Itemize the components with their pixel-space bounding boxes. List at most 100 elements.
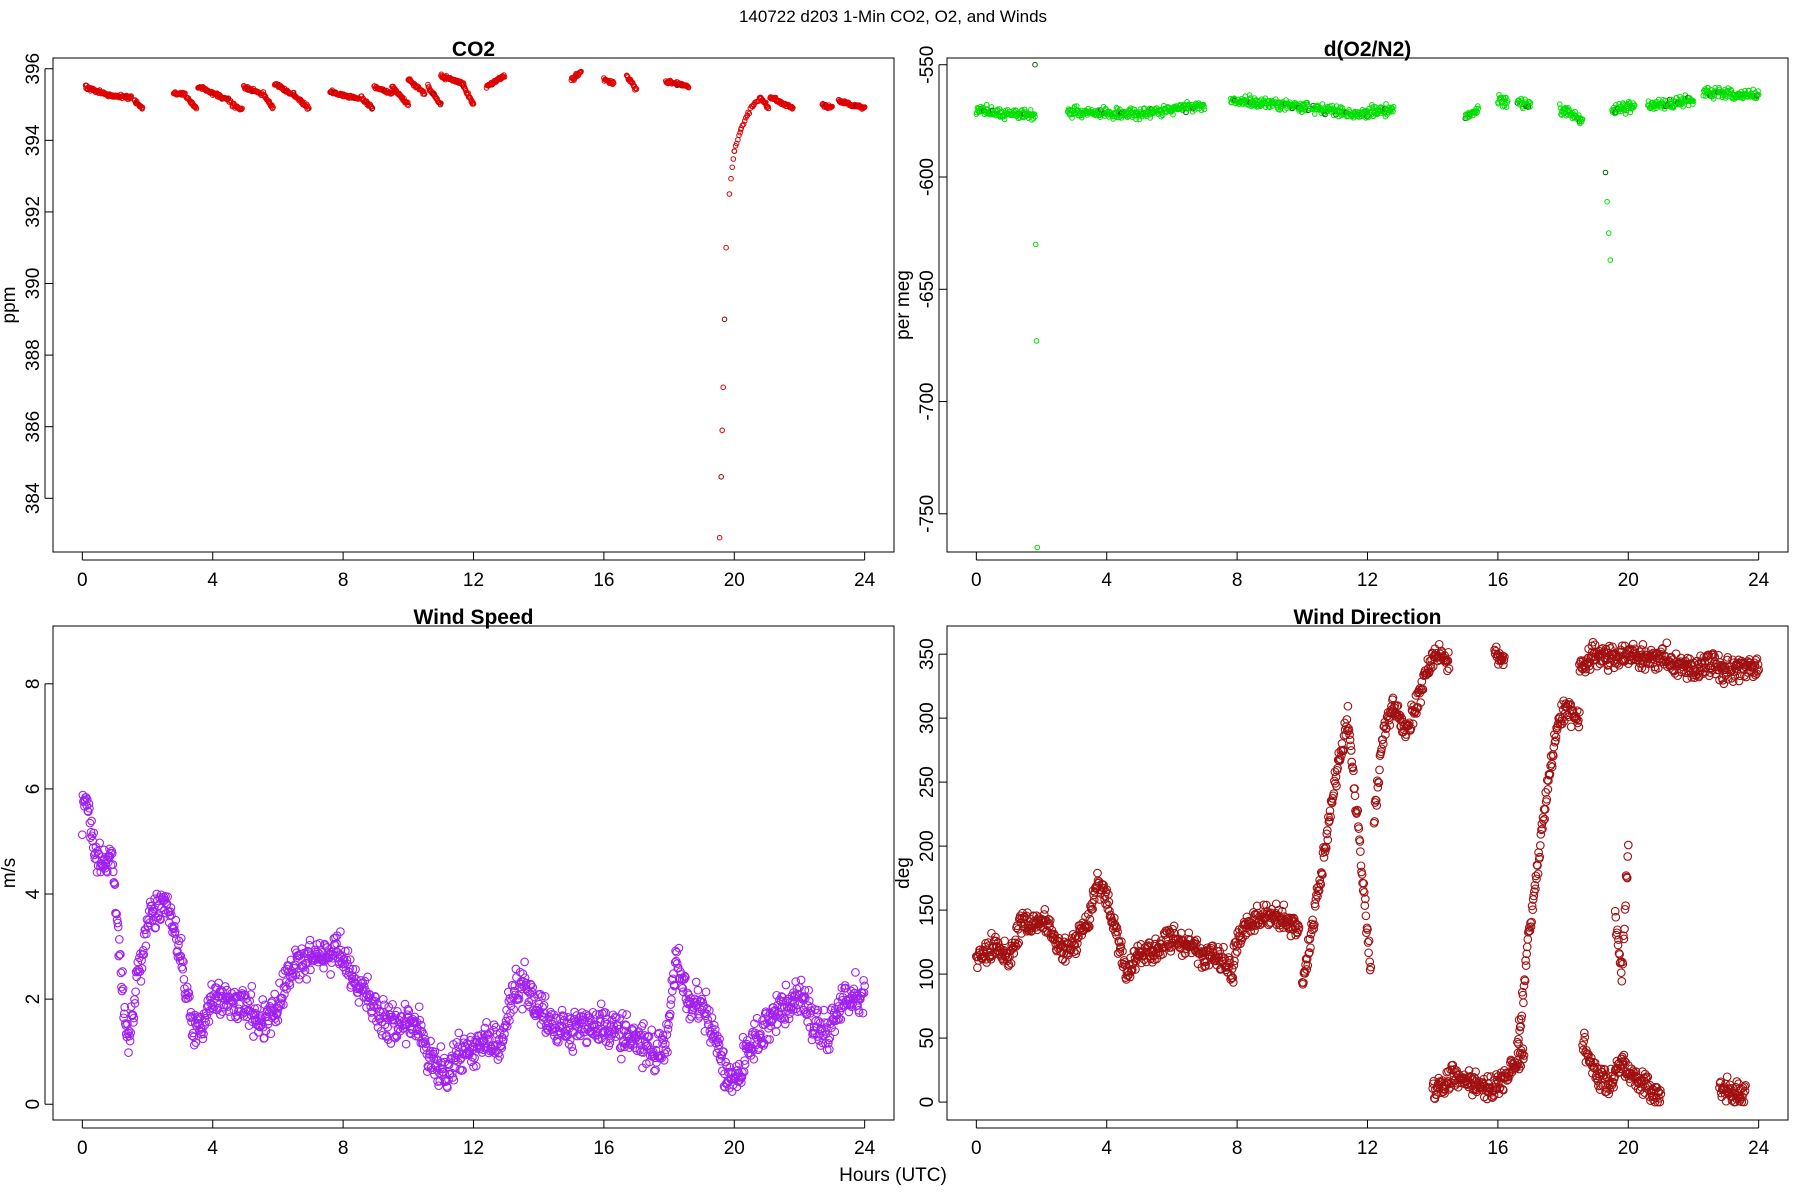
data-point [323,948,333,957]
y-tick-label: 388 [23,339,44,371]
x-tick-label: 0 [77,1138,88,1159]
data-point [737,1072,747,1082]
data-point [1319,101,1326,107]
y-tick-label: 2 [23,994,44,1005]
data-point [572,1031,582,1041]
data-point [189,1040,199,1050]
data-point [305,935,315,945]
data-point [345,955,355,964]
data-point [720,384,727,391]
x-tick-label: 4 [207,1138,218,1159]
data-point [1170,111,1176,118]
data-point [721,1057,730,1067]
o2n2-panel: d(O2/N2) per meg 0 4 8 12 16 20 24-550-600-650… [893,38,1789,591]
data-point [404,1006,414,1016]
data-point [1523,934,1533,944]
data-point [77,830,87,840]
data-point [1147,115,1153,121]
data-point [719,1047,728,1056]
data-point [108,867,118,877]
data-point [1245,99,1251,106]
data-point [1198,107,1205,114]
data-point [723,244,729,251]
data-point [730,156,737,162]
data-point [1527,100,1534,106]
y-tick-label: 394 [23,124,44,156]
data-point [501,74,508,80]
data-point [420,88,427,95]
data-point [598,1028,608,1038]
data-point [630,1043,640,1053]
data-point [740,121,747,128]
data-point [563,1030,573,1040]
data-point [622,1010,632,1019]
co2-panel-points [82,68,868,541]
data-point [1361,911,1371,921]
data-point [614,1024,623,1034]
data-point [568,1047,578,1056]
data-point [139,104,146,111]
data-point [659,1055,669,1065]
data-point [438,100,444,106]
y-tick-label: -600 [917,158,938,196]
o2n2-panel-title: d(O2/N2) [1324,38,1412,61]
data-point [218,1007,227,1017]
data-point [277,993,287,1003]
data-point [829,103,835,110]
data-point [749,1054,759,1064]
data-point [255,1022,265,1032]
data-point [118,984,128,994]
data-point [582,1037,592,1047]
data-point [524,997,534,1007]
data-point [270,989,280,999]
data-point [421,1039,431,1049]
figure-suptitle: 140722 d203 1-Min CO2, O2, and Winds [739,7,1047,26]
y-tick-label: -550 [917,46,938,84]
data-point [648,1047,658,1057]
data-point [117,986,127,996]
data-point [471,1061,481,1071]
y-tick-label: 396 [23,53,44,85]
data-point [176,951,186,961]
data-point [252,1003,262,1013]
data-point [1602,169,1609,176]
data-point [82,801,92,810]
data-point [1232,947,1242,956]
data-point [1093,868,1102,878]
data-point [527,987,537,997]
data-point [141,941,151,951]
data-point [790,105,796,111]
data-point [343,946,353,956]
data-point [110,880,120,889]
x-tick-label: 8 [1232,570,1243,591]
data-point [416,1020,426,1030]
data-point [567,1042,577,1052]
data-point [718,474,725,480]
data-point [1040,905,1050,914]
data-point [1032,241,1039,248]
data-point [421,91,428,97]
data-point [331,933,340,943]
data-point [605,1038,615,1048]
data-point [185,992,194,1002]
data-point [660,1039,670,1049]
data-point [681,973,690,982]
data-point [1616,968,1626,978]
data-point [1527,104,1533,110]
data-point [177,956,187,965]
data-point [771,1027,781,1037]
data-point [1475,103,1481,109]
data-point [1263,104,1269,111]
data-point [247,981,257,991]
figure-x-axis-label: Hours (UTC) [839,1165,947,1186]
data-point [296,949,306,959]
data-point [1607,257,1614,263]
x-tick-label: 0 [77,570,88,591]
x-tick-label: 16 [1487,570,1508,591]
data-point [156,915,165,924]
data-point [348,964,358,974]
data-point [1312,111,1318,117]
data-point [116,968,126,978]
wind-speed-panel-title: Wind Speed [414,606,534,629]
data-point [663,1024,673,1034]
